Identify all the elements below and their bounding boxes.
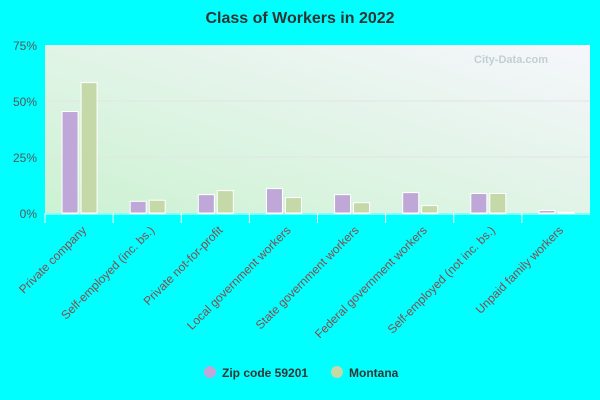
legend-swatch-montana — [331, 366, 343, 378]
watermark: City-Data.com — [474, 54, 548, 66]
legend-label-montana: Montana — [349, 366, 399, 380]
legend-label-zip: Zip code 59201 — [222, 366, 308, 380]
y-tick-label: 0% — [20, 207, 38, 221]
plot-area — [45, 45, 590, 213]
chart-title: Class of Workers in 2022 — [205, 10, 394, 27]
bar — [334, 194, 352, 214]
y-tick-label: 25% — [13, 151, 37, 165]
bar — [353, 202, 371, 214]
bar — [402, 192, 420, 214]
bar — [265, 188, 283, 214]
y-tick-label: 50% — [13, 95, 37, 109]
bar — [80, 82, 98, 214]
bar — [421, 205, 439, 214]
bar — [129, 200, 147, 214]
legend-swatch-zip — [204, 366, 216, 378]
bar — [538, 210, 556, 214]
bar — [489, 193, 507, 214]
x-tick-label: Private company — [16, 223, 89, 296]
bar — [61, 111, 79, 214]
bar — [148, 199, 166, 214]
y-tick-label: 75% — [13, 39, 37, 53]
bar — [197, 194, 215, 214]
x-tick-label: Federal government workers — [312, 223, 430, 341]
bar — [557, 211, 575, 214]
bar — [284, 197, 302, 214]
bar — [470, 193, 488, 214]
bar — [216, 190, 234, 214]
